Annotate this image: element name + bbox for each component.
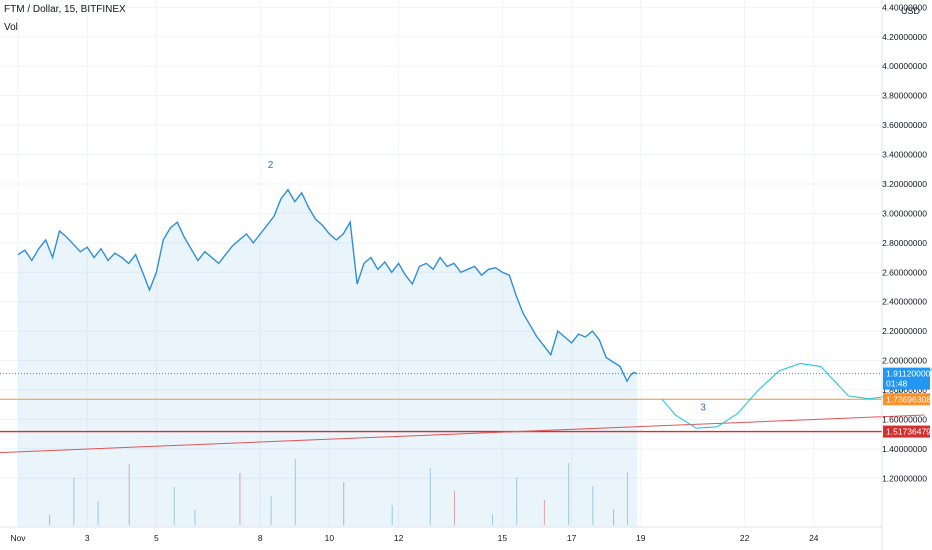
x-tick-label: 8: [258, 533, 263, 543]
price-tag-bg: [883, 425, 930, 438]
price-area-fill: [18, 189, 638, 528]
wave-annotations: 23: [268, 160, 707, 414]
x-tick-label: 10: [325, 533, 335, 543]
y-tick-label: 2.60000000: [882, 267, 927, 277]
price-tag-label: 1.51736479: [886, 427, 931, 437]
volume-indicator-label[interactable]: Vol: [4, 22, 18, 33]
volume-bar: [194, 510, 196, 525]
x-tick-label: 15: [498, 533, 508, 543]
volume-bar: [239, 473, 241, 525]
x-tick-label: 19: [636, 533, 646, 543]
volume-bar: [543, 500, 545, 525]
y-tick-label: 1.20000000: [882, 473, 927, 483]
price-tag-label: 1.73696308: [886, 394, 931, 404]
volume-bar: [173, 487, 175, 525]
wave-label: 2: [268, 160, 274, 171]
volume-bar: [128, 464, 130, 525]
volume-bar: [516, 477, 518, 525]
price-axis[interactable]: 1.20000000 1.40000000 1.60000000 1.80000000…: [881, 0, 927, 550]
y-tick-label: 3.40000000: [882, 150, 927, 160]
volume-bar: [343, 482, 345, 525]
x-tick-label: 17: [567, 533, 577, 543]
wave-label: 3: [700, 403, 706, 414]
volume-bar: [492, 514, 494, 525]
y-tick-label: 4.40000000: [882, 2, 927, 12]
y-tick-label: 4.00000000: [882, 61, 927, 71]
grid-lines: [0, 0, 882, 527]
price-tag-label: 1.91120000: [886, 369, 931, 379]
volume-bar: [613, 509, 615, 525]
volume-bar: [97, 501, 99, 525]
y-tick-label: 3.00000000: [882, 208, 927, 218]
volume-bar: [391, 505, 393, 525]
x-tick-label: Nov: [10, 533, 26, 543]
price-tag-countdown: 01:48: [886, 379, 908, 389]
y-tick-label: 1.40000000: [882, 444, 927, 454]
volume-bar: [626, 472, 628, 525]
y-tick-label: 4.20000000: [882, 32, 927, 42]
y-tick-label: 2.80000000: [882, 238, 927, 248]
volume-bar: [294, 459, 296, 525]
volume-bar: [568, 463, 570, 525]
x-tick-label: 3: [85, 533, 90, 543]
volume-bar: [73, 478, 75, 525]
symbol-title[interactable]: FTM / Dollar, 15, BITFINEX: [4, 4, 126, 15]
volume-bar: [592, 486, 594, 525]
y-tick-label: 2.00000000: [882, 356, 927, 366]
volume-bar: [270, 496, 272, 525]
price-level-lines[interactable]: [0, 373, 882, 433]
price-tag-bg: [883, 367, 930, 390]
x-tick-label: 5: [154, 533, 159, 543]
y-tick-label: 2.40000000: [882, 297, 927, 307]
currency-label[interactable]: USD: [900, 6, 920, 16]
support-trendline[interactable]: [0, 414, 925, 454]
volume-bars: [49, 459, 628, 525]
volume-bar: [453, 491, 455, 525]
price-line: [17, 188, 638, 383]
volume-bar: [429, 468, 431, 525]
y-tick-label: 1.60000000: [882, 414, 927, 424]
time-axis[interactable]: Nov 3 5 8 10 12 15 17 19 22 24: [0, 526, 882, 543]
y-tick-label: 3.80000000: [882, 91, 927, 101]
volume-bar: [49, 515, 51, 525]
projection-curve[interactable]: [661, 255, 932, 429]
y-tick-label: 1.80000000: [882, 385, 927, 395]
x-tick-label: 24: [809, 533, 819, 543]
price-tag-bg: [883, 393, 930, 406]
y-tick-label: 3.20000000: [882, 179, 927, 189]
x-tick-label: 22: [740, 533, 750, 543]
y-tick-label: 3.60000000: [882, 120, 927, 130]
y-tick-label: 2.20000000: [882, 326, 927, 336]
x-tick-label: 12: [394, 533, 404, 543]
